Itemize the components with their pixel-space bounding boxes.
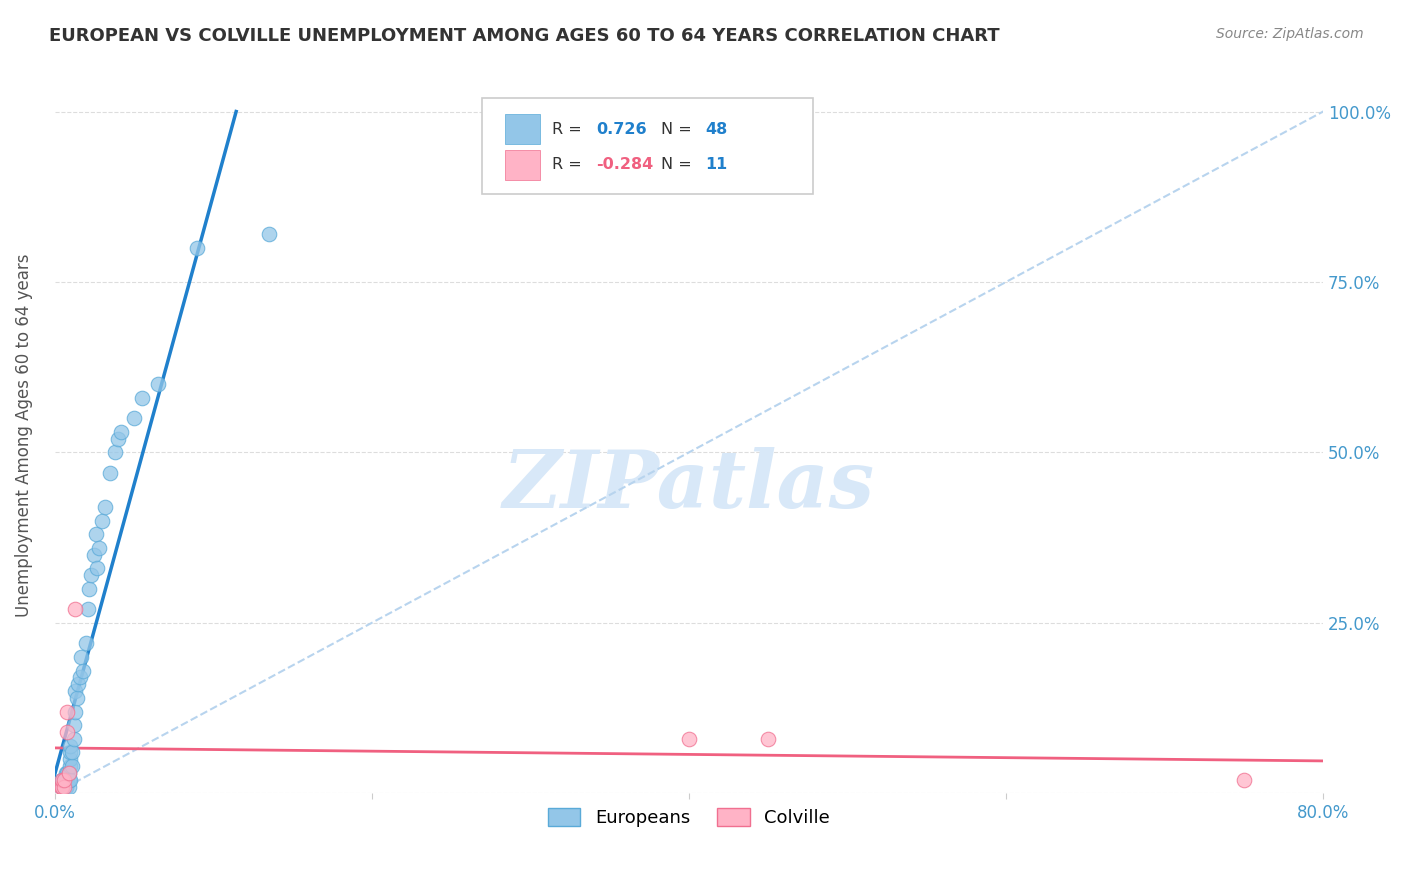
Point <box>51 772 73 787</box>
Point <box>98 466 121 480</box>
Point <box>51 780 73 794</box>
Point <box>69 670 91 684</box>
Point <box>80 568 103 582</box>
Text: -0.284: -0.284 <box>596 157 654 172</box>
Point <box>83 548 105 562</box>
Legend: Europeans, Colville: Europeans, Colville <box>541 801 837 834</box>
Point <box>59 746 82 760</box>
Point <box>58 765 80 780</box>
Point <box>104 445 127 459</box>
Point <box>91 514 114 528</box>
Point <box>122 411 145 425</box>
Point <box>86 561 108 575</box>
Y-axis label: Unemployment Among Ages 60 to 64 years: Unemployment Among Ages 60 to 64 years <box>15 253 32 617</box>
Point <box>55 780 77 794</box>
Point <box>59 772 82 787</box>
Point <box>66 690 89 705</box>
Point <box>49 780 72 794</box>
Point <box>186 241 208 255</box>
Point <box>70 650 93 665</box>
Point <box>107 432 129 446</box>
Point <box>62 718 84 732</box>
Point <box>62 731 84 746</box>
Point <box>56 705 79 719</box>
Point <box>56 725 79 739</box>
Point <box>72 664 94 678</box>
Text: 48: 48 <box>706 122 727 136</box>
Point <box>94 500 117 514</box>
Point <box>56 772 79 787</box>
Point <box>53 772 76 787</box>
Point <box>67 677 90 691</box>
Point <box>55 772 77 787</box>
Point <box>63 684 86 698</box>
Text: N =: N = <box>661 157 697 172</box>
Point <box>59 752 82 766</box>
Point <box>55 780 77 794</box>
Point <box>131 391 153 405</box>
Point <box>56 765 79 780</box>
Point <box>79 582 101 596</box>
Point <box>58 765 80 780</box>
Point <box>51 772 73 787</box>
Text: R =: R = <box>551 157 586 172</box>
Point <box>76 602 98 616</box>
Point <box>58 772 80 787</box>
Text: 11: 11 <box>706 157 727 172</box>
Point <box>51 780 73 794</box>
Point <box>257 227 280 242</box>
FancyBboxPatch shape <box>505 150 540 180</box>
Point <box>87 541 110 555</box>
Point <box>58 780 80 794</box>
Point <box>75 636 97 650</box>
Text: ZIPatlas: ZIPatlas <box>503 447 875 524</box>
Point <box>51 780 73 794</box>
Point <box>53 780 76 794</box>
Point <box>60 759 83 773</box>
Point <box>63 602 86 616</box>
Point <box>1233 772 1256 787</box>
Text: R =: R = <box>551 122 586 136</box>
Point <box>60 746 83 760</box>
Point <box>55 765 77 780</box>
Point <box>59 759 82 773</box>
Point <box>59 739 82 753</box>
Text: Source: ZipAtlas.com: Source: ZipAtlas.com <box>1216 27 1364 41</box>
Point <box>756 731 779 746</box>
FancyBboxPatch shape <box>505 114 540 144</box>
Point <box>110 425 132 439</box>
Point <box>678 731 700 746</box>
Point <box>146 377 169 392</box>
Text: EUROPEAN VS COLVILLE UNEMPLOYMENT AMONG AGES 60 TO 64 YEARS CORRELATION CHART: EUROPEAN VS COLVILLE UNEMPLOYMENT AMONG … <box>49 27 1000 45</box>
Point <box>63 705 86 719</box>
FancyBboxPatch shape <box>482 98 813 194</box>
Text: N =: N = <box>661 122 697 136</box>
Point <box>84 527 107 541</box>
Text: 0.726: 0.726 <box>596 122 647 136</box>
Point <box>51 772 73 787</box>
